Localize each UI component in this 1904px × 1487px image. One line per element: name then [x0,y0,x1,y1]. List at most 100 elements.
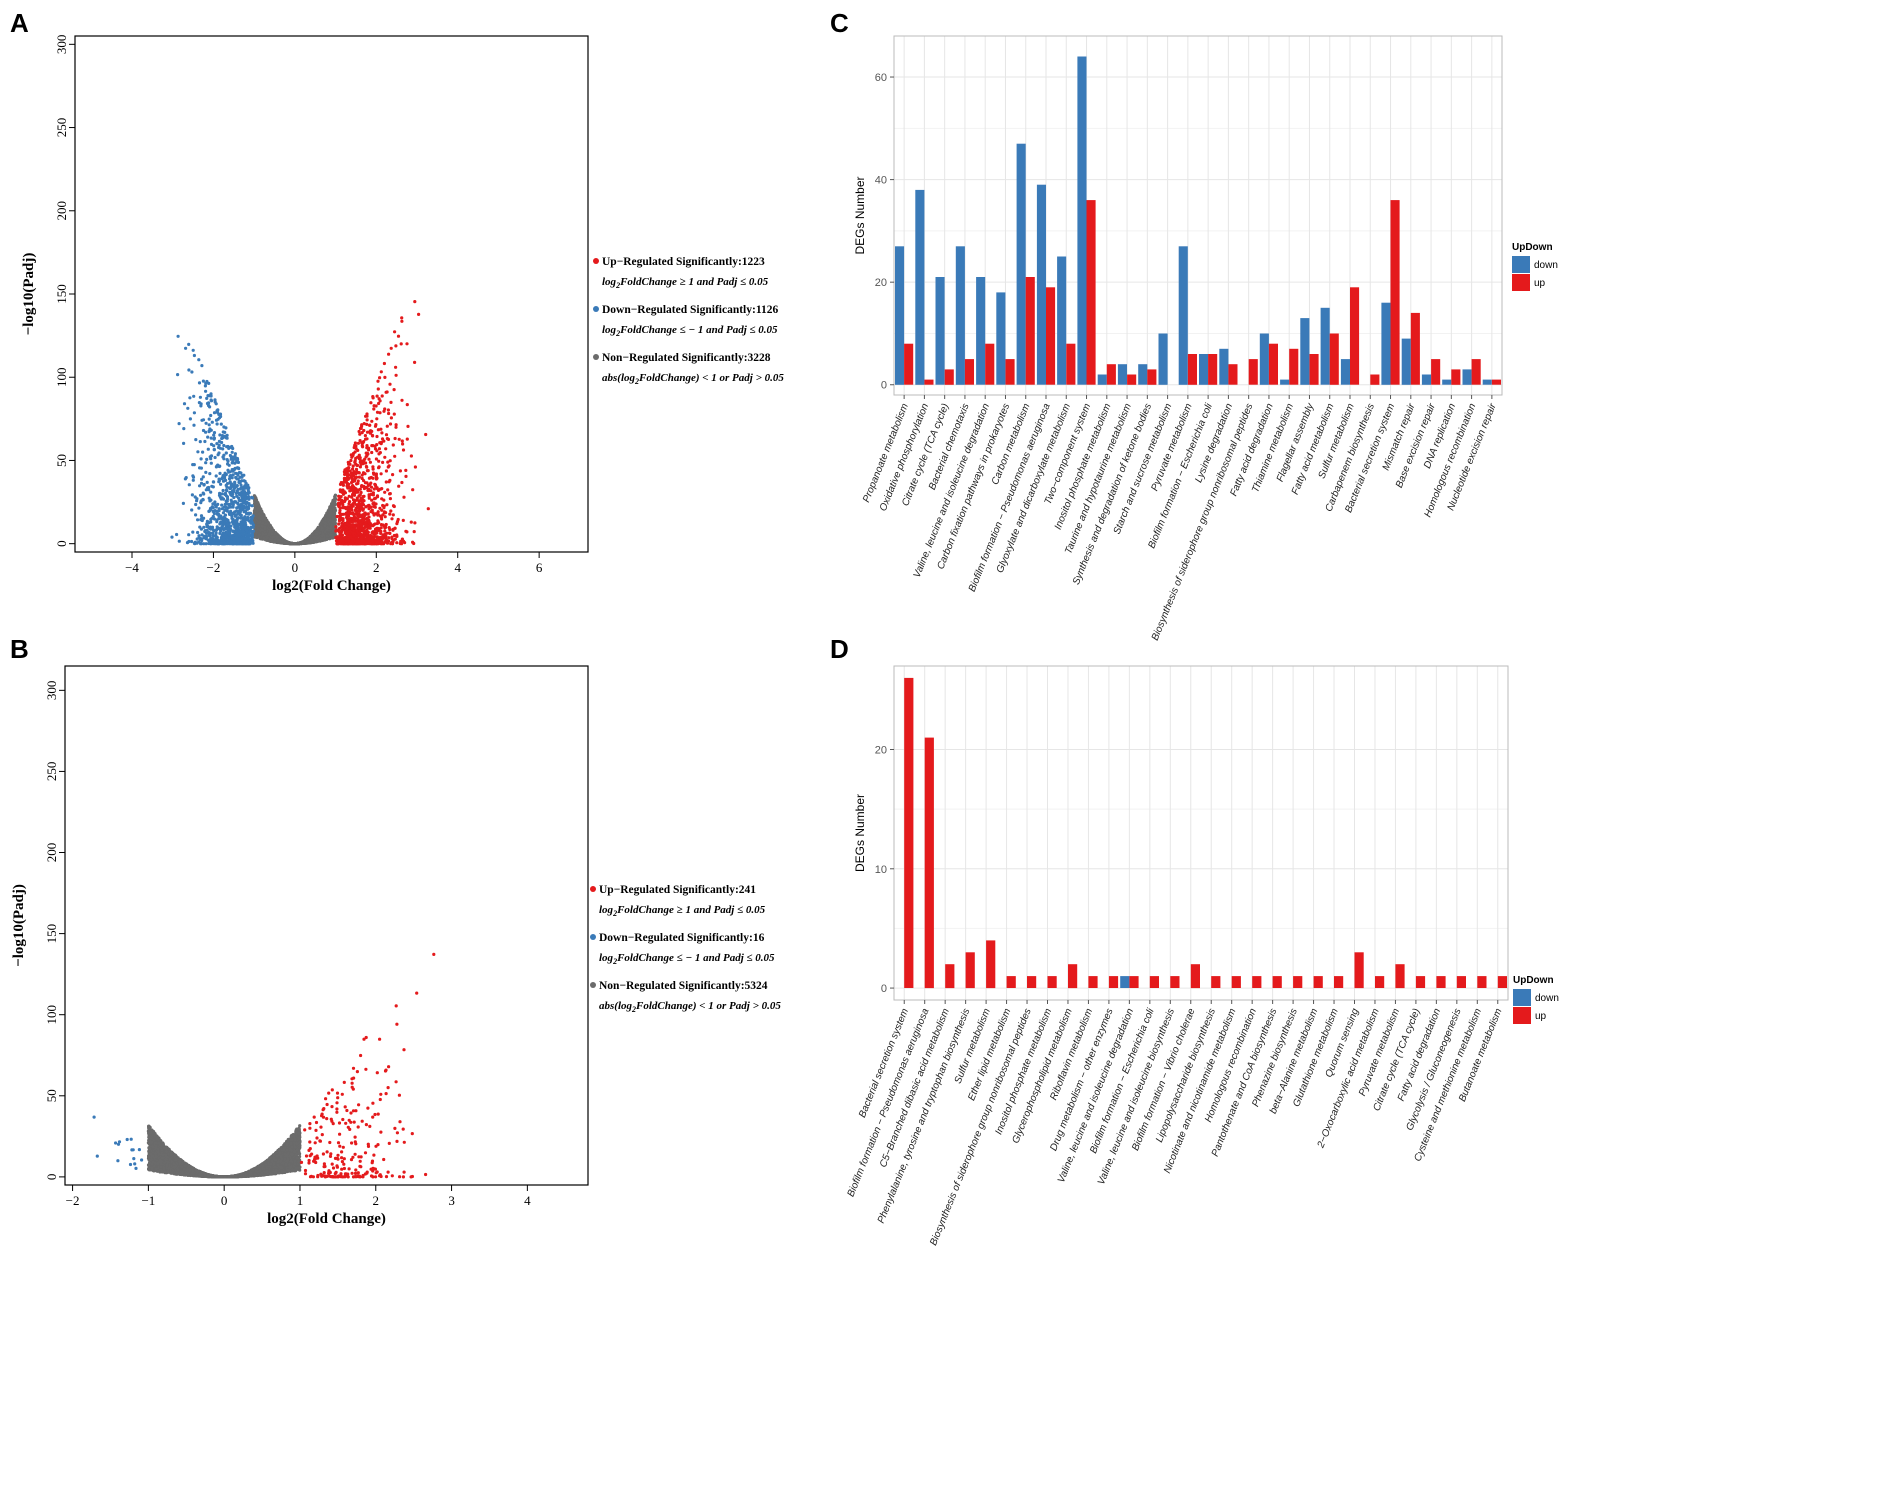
point-up [368,423,372,427]
point-up [399,539,403,544]
point-non [325,534,329,538]
point-up [398,469,402,473]
panel-label-d: D [830,634,849,664]
point-up [401,448,406,452]
point-up [375,394,379,398]
point-up [347,502,351,506]
point-up [400,480,404,485]
scatter-points [170,300,430,546]
point-up [355,539,359,543]
point-up [341,482,345,487]
panel-label-a: A [10,8,29,38]
point-up [372,407,376,411]
point-up [351,537,355,541]
point-non [323,530,327,534]
point-up [383,490,387,494]
point-non [257,524,261,528]
point-down [201,379,205,383]
point-up [384,480,388,484]
point-non [260,514,264,518]
point-up [364,537,368,541]
point-up [338,532,342,536]
point-down [199,457,203,461]
point-non [316,539,320,544]
point-up [338,539,343,543]
point-down [209,461,213,465]
point-up [412,541,416,546]
point-down [191,478,195,482]
point-up [371,493,375,497]
point-up [378,537,382,542]
point-down [175,532,179,537]
point-up [334,525,338,529]
point-up [368,533,373,538]
point-down [184,346,188,350]
plot-frame [74,35,589,553]
point-up [380,431,384,435]
point-up [358,465,362,469]
point-up [387,352,391,356]
point-up [393,330,397,334]
point-down [213,455,217,460]
point-up [369,485,374,489]
point-up [389,346,393,350]
point-non [331,520,336,524]
point-non [257,533,261,537]
point-up [400,398,404,402]
point-up [417,312,421,316]
point-up [373,531,377,535]
point-up [349,458,353,463]
point-up [335,528,339,533]
point-up [385,437,389,441]
point-up [365,418,369,422]
point-up [382,505,386,509]
point-up [339,501,343,505]
point-up [341,517,345,521]
point-up [360,473,364,477]
point-up [399,342,403,346]
point-up [362,459,366,463]
point-up [364,505,368,509]
point-non [329,508,333,512]
point-up [370,429,374,433]
point-up [373,505,377,509]
point-non [264,538,268,542]
point-up [373,483,377,487]
point-up [365,531,369,535]
point-up [357,502,361,506]
point-non [333,502,337,506]
point-up [405,437,409,441]
point-up [392,388,396,392]
point-down [186,406,190,410]
point-up [371,542,375,546]
point-up [361,507,365,511]
point-non [310,532,315,537]
point-up [372,487,376,491]
point-down [198,395,202,399]
point-non [297,541,301,545]
point-up [379,370,383,374]
point-down [192,353,196,358]
point-down [191,475,196,479]
point-up [343,491,347,495]
point-up [374,404,378,408]
point-down [218,433,222,437]
point-up [387,411,391,416]
point-non [301,540,305,545]
point-down [209,490,213,494]
point-up [363,437,368,441]
point-up [375,434,379,439]
point-up [391,513,395,517]
point-up [345,473,349,477]
point-up [368,476,372,480]
point-up [406,424,410,428]
point-up [376,428,380,432]
point-up [388,512,392,516]
point-up [369,401,373,405]
point-up [382,439,386,443]
point-up [340,534,344,538]
point-up [350,505,354,509]
point-up [401,518,405,523]
point-up [404,468,408,472]
point-up [364,541,368,545]
